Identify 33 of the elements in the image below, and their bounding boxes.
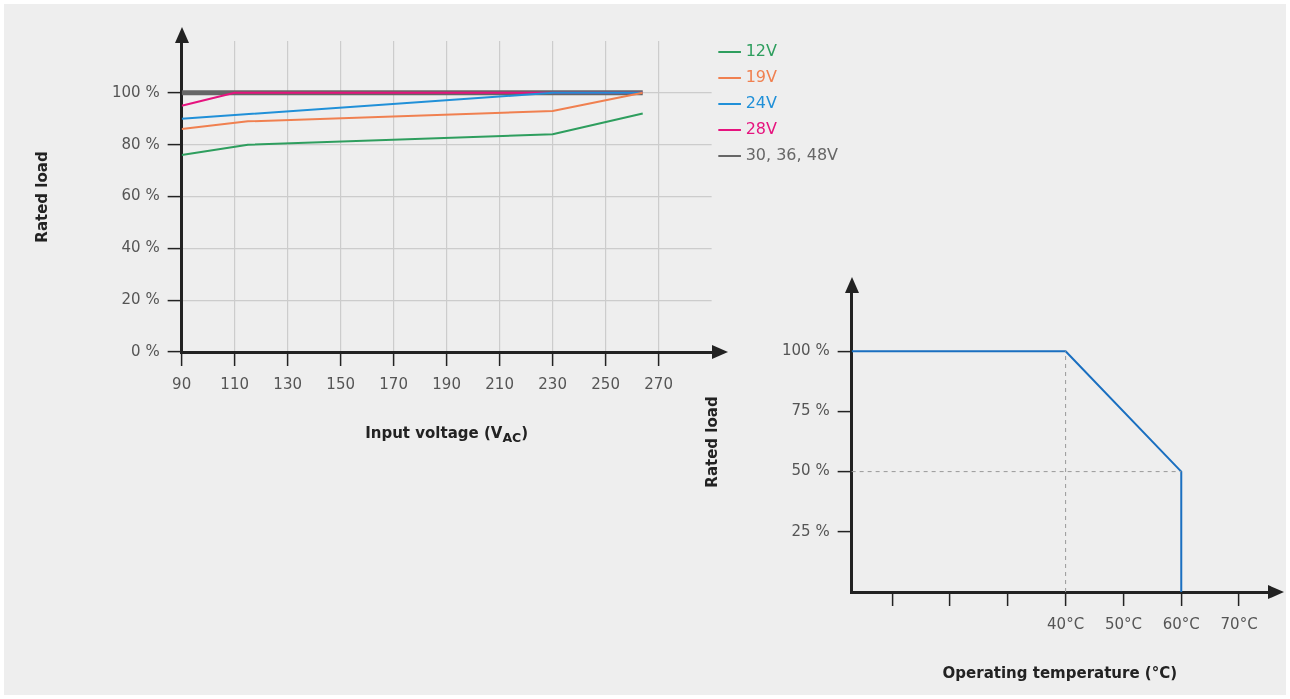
- x-tick-label: 60°C: [1162, 614, 1200, 633]
- y-tick-label: 75 %: [791, 401, 830, 420]
- x-tick-label: 110: [220, 374, 249, 393]
- x-tick-label: 210: [485, 374, 514, 393]
- x-tick-label: 270: [644, 374, 673, 393]
- y-tick-label: 40 %: [121, 238, 160, 257]
- legend-label: 12V: [745, 41, 777, 61]
- legend-label: 24V: [745, 93, 777, 113]
- x-tick-label: 150: [326, 374, 355, 393]
- x-axis-title: Input voltage (V$_{AC}$): [365, 424, 529, 445]
- y-axis-title: Rated load: [33, 150, 51, 243]
- y-tick-label: 60 %: [121, 186, 160, 205]
- x-tick-label: 70°C: [1220, 614, 1258, 633]
- x-tick-label: 230: [538, 374, 567, 393]
- x-tick-label: 250: [591, 374, 620, 393]
- x-tick-label: 130: [273, 374, 302, 393]
- y-tick-label: 100 %: [112, 82, 160, 101]
- x-tick-label: 90: [172, 374, 192, 393]
- y-tick-label: 80 %: [121, 134, 160, 153]
- x-tick-label: 40°C: [1047, 614, 1085, 633]
- legend-label: 19V: [745, 67, 777, 87]
- y-tick-label: 100 %: [782, 341, 830, 360]
- y-tick-label: 50 %: [791, 461, 830, 480]
- x-tick-label: 170: [379, 374, 408, 393]
- y-tick-label: 25 %: [791, 521, 830, 540]
- x-tick-label: 50°C: [1104, 614, 1142, 633]
- legend-label: 28V: [745, 119, 777, 139]
- y-tick-label: 0 %: [131, 341, 160, 360]
- x-tick-label: 190: [432, 374, 461, 393]
- y-axis-title: Rated load: [703, 395, 721, 488]
- y-tick-label: 20 %: [121, 290, 160, 309]
- legend-label: 30, 36, 48V: [745, 145, 839, 165]
- x-axis-title: Operating temperature (°C): [942, 664, 1178, 682]
